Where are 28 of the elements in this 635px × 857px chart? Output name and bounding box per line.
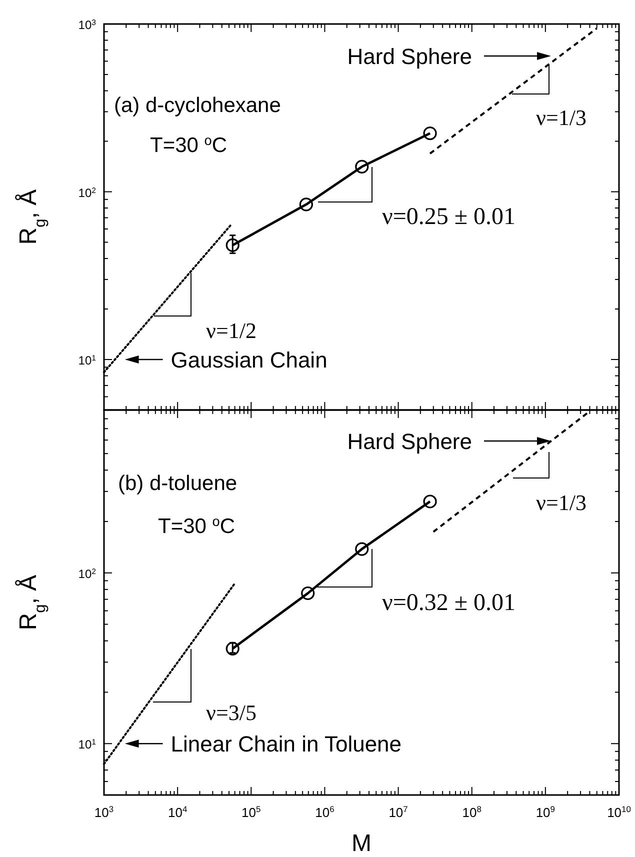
x-tick-label: 10$^{7}$ — [388, 804, 408, 820]
x-tick-label: 10$^{4}$ — [168, 804, 188, 820]
annotation: T=30 $^{o}$C — [158, 514, 236, 538]
x-tick-label: 10$^{9}$ — [536, 804, 556, 820]
annotation: Gaussian Chain — [170, 348, 328, 372]
x-tick-label: 10$^{5}$ — [242, 804, 262, 820]
x-tick-label: 10$^{10}$ — [607, 804, 632, 820]
annotation: (a) d-cyclohexane — [114, 94, 281, 117]
annotation: ν=1/2 — [206, 318, 256, 343]
y-tick-label: 10$^{2}$ — [78, 185, 96, 200]
y-tick-label: 10$^{2}$ — [78, 566, 96, 581]
annotation: ν=0.32 ± 0.01 — [382, 590, 516, 616]
y-tick-label: 10$^{3}$ — [78, 18, 96, 32]
annotation: (b) d-toluene — [118, 472, 238, 495]
y-tick-label: 10$^{1}$ — [78, 353, 96, 368]
x-axis-title: M — [352, 830, 372, 857]
annotation: Hard Sphere — [347, 429, 472, 454]
x-tick-label: 10$^{8}$ — [462, 804, 482, 820]
x-tick-label: 10$^{3}$ — [94, 804, 114, 820]
annotation: ν=3/5 — [206, 700, 256, 725]
annotation: ν=1/3 — [536, 490, 586, 515]
annotation: Linear Chain in Toluene — [170, 732, 402, 757]
annotation: ν=1/3 — [536, 105, 586, 130]
annotation: Hard Sphere — [347, 44, 472, 69]
annotation: ν=0.25 ± 0.01 — [382, 204, 516, 230]
annotation: T=30 $^{o}$C — [150, 132, 228, 157]
y-tick-label: 10$^{1}$ — [78, 737, 96, 752]
x-tick-label: 10$^{6}$ — [315, 804, 335, 820]
